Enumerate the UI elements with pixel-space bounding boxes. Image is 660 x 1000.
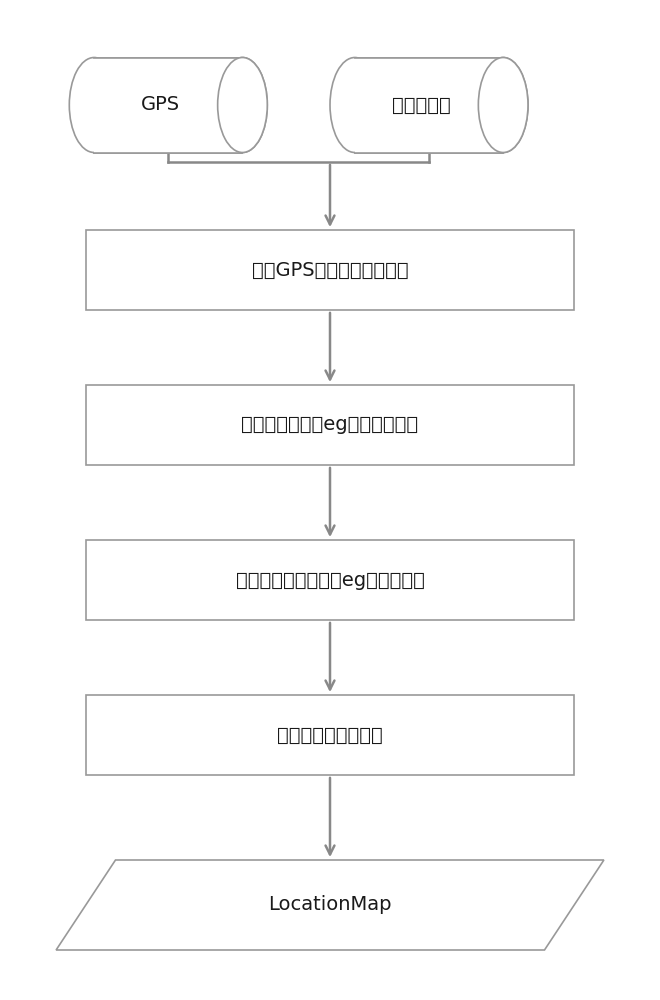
Bar [86,540,574,620]
Ellipse shape [330,57,380,152]
Bar [86,695,574,775]
Ellipse shape [218,57,267,152]
Ellipse shape [478,57,528,152]
Bar [355,57,503,152]
Text: 加载GPS坐标周边地图数据: 加载GPS坐标周边地图数据 [251,260,409,279]
Bar [94,57,242,152]
Text: LocationMap: LocationMap [268,896,392,914]
Bar [94,57,242,152]
Bar [86,230,574,310]
Bar [86,385,574,465]
Bar [355,57,503,152]
Text: 地图数据库: 地图数据库 [392,96,451,114]
Text: 保留关键的地图要素: 保留关键的地图要素 [277,726,383,744]
Text: GPS: GPS [141,96,180,114]
Ellipse shape [69,57,119,152]
Text: 识别关键地图要素（eg：停车位）: 识别关键地图要素（eg：停车位） [236,570,424,589]
Ellipse shape [478,57,528,152]
Polygon shape [56,860,604,950]
Text: 应用场景识别（eg：地库泊车）: 应用场景识别（eg：地库泊车） [242,416,418,434]
Ellipse shape [218,57,267,152]
